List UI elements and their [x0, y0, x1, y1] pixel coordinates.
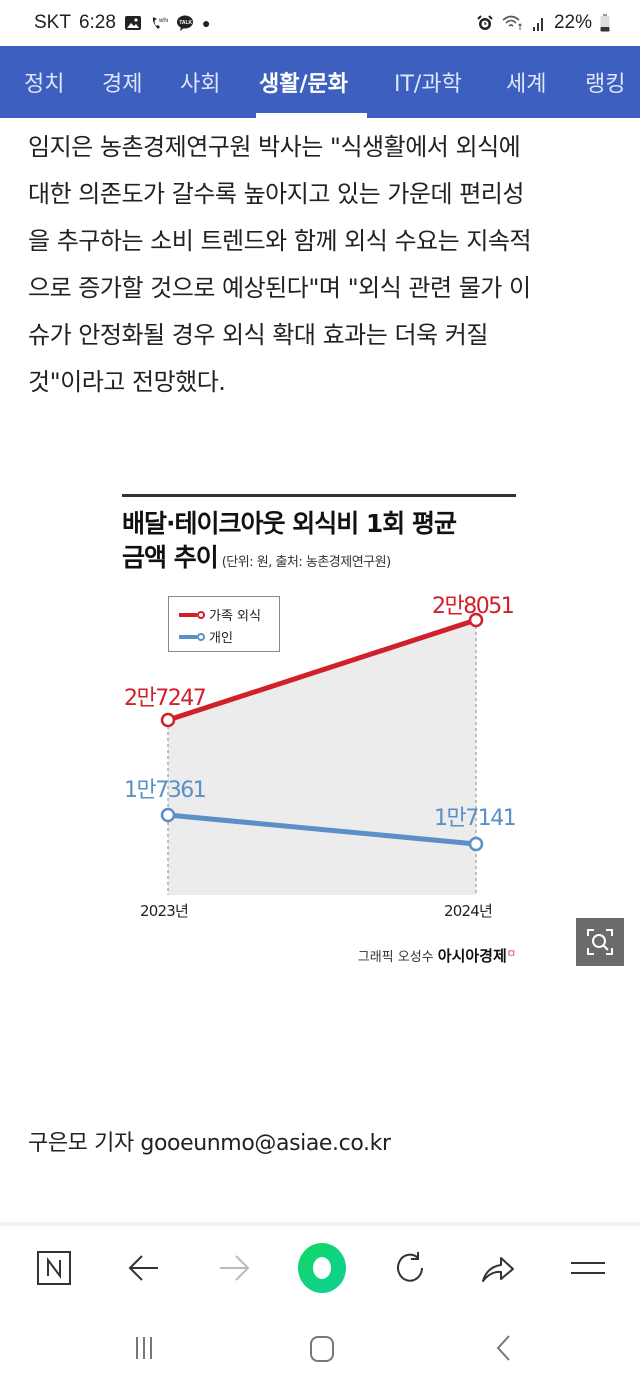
back-icon	[496, 1335, 510, 1361]
point-family-2023	[160, 712, 176, 728]
system-navigation-bar	[0, 1310, 640, 1387]
image-zoom-button[interactable]	[576, 918, 624, 966]
wifi-icon	[502, 15, 522, 30]
home-icon	[310, 1336, 334, 1362]
infographic-chart[interactable]: 배달·테이크아웃 외식비 1회 평균 금액 추이 (단위: 원, 출처: 농촌경제…	[122, 490, 518, 970]
chart-legend: 가족 외식 개인	[168, 596, 280, 652]
x-label-2024: 2024년	[444, 902, 493, 920]
status-bar: SKT 6:28 who TALK ● 22%	[0, 0, 640, 46]
legend-label: 개인	[209, 631, 233, 646]
chart-title-line2: 금액 추이 (단위: 원, 출처: 농촌경제연구원)	[122, 538, 391, 574]
tab-politics[interactable]: 정치	[24, 72, 65, 97]
point-single-2023	[160, 807, 176, 823]
recent-apps-button[interactable]	[124, 1330, 164, 1366]
article-line: 으로 증가할 것으로 예상된다"며 "외식 관련 물가 이	[28, 274, 531, 302]
legend-item-single: 개인	[179, 627, 233, 646]
legend-swatch-red	[179, 612, 197, 617]
green-dot-button[interactable]	[296, 1242, 348, 1294]
tab-it-science[interactable]: IT/과학	[394, 72, 462, 97]
alarm-icon	[477, 15, 493, 30]
recent-apps-icon	[136, 1337, 152, 1359]
signal-icon	[532, 18, 543, 31]
article-line: 을 추구하는 소비 트렌드와 함께 외식 수요는 지속적	[28, 227, 532, 255]
share-button[interactable]	[478, 1248, 518, 1288]
gallery-icon	[124, 16, 141, 30]
credit-brand: 아시아경제	[437, 947, 507, 965]
share-icon	[482, 1257, 514, 1282]
tab-life-culture[interactable]: 생활/문화	[259, 72, 348, 97]
graphic-credit: 그래픽 오성수 아시아경제ㅁ	[358, 945, 516, 966]
point-single-2024	[468, 836, 484, 852]
tab-ranking[interactable]: 랭킹	[585, 72, 626, 97]
chart-title: 배달·테이크아웃 외식비 1회 평균	[122, 509, 457, 538]
series-single-line	[167, 812, 477, 847]
status-right: 22%	[476, 12, 610, 34]
menu-icon	[571, 1262, 605, 1274]
chart-area-fill	[168, 620, 476, 895]
article-body: 임지은 농촌경제연구원 박사는 "식생활에서 외식에 대한 의존도가 갈수록 높…	[28, 124, 618, 406]
label-single-2023: 1만7361	[124, 778, 207, 803]
label-family-2023: 2만7247	[124, 686, 207, 711]
legend-dot	[197, 632, 205, 641]
article-line: 슈가 안정화될 경우 외식 확대 효과는 더욱 커질	[28, 321, 488, 349]
legend-swatch-blue	[179, 634, 197, 639]
article-line: 대한 의존도가 갈수록 높아지고 있는 가운데 편리성	[28, 180, 524, 208]
category-nav: 정치 경제 사회 생활/문화 IT/과학 세계 랭킹	[0, 46, 640, 118]
tab-society[interactable]: 사회	[180, 72, 221, 97]
series-family-line	[167, 617, 477, 723]
chart-title-cont: 금액 추이	[122, 543, 219, 572]
label-single-2024: 1만7141	[434, 806, 517, 831]
dot-icon: ●	[201, 15, 211, 31]
battery-percent: 22%	[553, 12, 592, 33]
chart-subtitle: (단위: 원, 출처: 농촌경제연구원)	[221, 555, 391, 570]
active-tab-indicator	[256, 113, 367, 118]
point-family-2024	[468, 612, 484, 628]
back-button[interactable]	[124, 1248, 164, 1288]
home-button[interactable]	[302, 1330, 342, 1366]
brand-mark-icon: ㅁ	[506, 949, 516, 960]
tab-world[interactable]: 세계	[506, 72, 547, 97]
battery-icon	[600, 14, 610, 32]
chart-top-rule	[122, 494, 516, 497]
menu-button[interactable]	[568, 1248, 608, 1288]
green-dot-icon	[298, 1243, 346, 1293]
kakaotalk-icon: TALK	[176, 15, 193, 31]
refresh-button[interactable]	[390, 1248, 430, 1288]
forward-button[interactable]	[214, 1248, 254, 1288]
system-back-button[interactable]	[484, 1330, 524, 1366]
whowho-call-icon: who	[152, 17, 168, 29]
legend-dot	[197, 610, 205, 619]
status-left: SKT 6:28 who TALK ●	[34, 12, 210, 34]
legend-label: 가족 외식	[209, 609, 261, 624]
magnify-icon	[587, 929, 613, 955]
back-arrow-icon	[128, 1255, 158, 1281]
browser-toolbar	[0, 1222, 640, 1310]
reporter-byline: 구은모 기자 gooeunmo@asiae.co.kr	[28, 1131, 391, 1156]
naver-home-button[interactable]	[34, 1248, 74, 1288]
refresh-icon	[397, 1252, 423, 1282]
carrier: SKT	[34, 12, 71, 33]
legend-item-family: 가족 외식	[179, 605, 261, 624]
article-line: 것"이라고 전망했다.	[28, 368, 226, 396]
x-label-2023: 2023년	[140, 902, 189, 920]
svg-text:who: who	[158, 18, 168, 24]
article-line: 임지은 농촌경제연구원 박사는 "식생활에서 외식에	[28, 133, 521, 161]
chart-plot	[160, 612, 484, 895]
tab-economy[interactable]: 경제	[102, 72, 143, 97]
forward-arrow-icon	[220, 1255, 250, 1281]
label-family-2024: 2만8051	[432, 594, 515, 619]
svg-text:TALK: TALK	[179, 20, 192, 26]
clock: 6:28	[78, 12, 116, 33]
naver-home-icon	[37, 1251, 71, 1285]
credit-designer: 그래픽 오성수	[357, 950, 434, 965]
